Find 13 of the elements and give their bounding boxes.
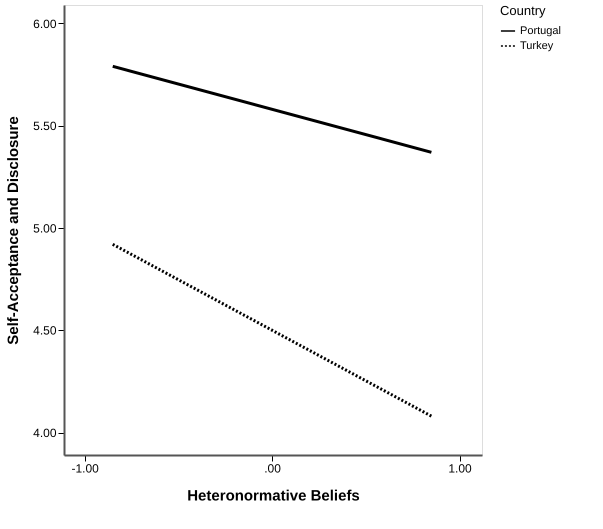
y-tick-label: 6.00 xyxy=(33,16,57,31)
y-tick-label: 5.50 xyxy=(33,119,57,134)
y-axis-title: Self-Acceptance and Disclosure xyxy=(5,116,22,345)
legend-title: Country xyxy=(500,3,546,18)
x-axis-title: Heteronormative Beliefs xyxy=(187,488,360,504)
x-tick-label: .00 xyxy=(264,462,282,476)
x-tick-label: 1.00 xyxy=(448,462,472,476)
x-tick-label: -1.00 xyxy=(71,462,100,476)
y-tick-label: 5.00 xyxy=(33,221,57,236)
y-tick-label: 4.50 xyxy=(33,324,57,338)
legend-label: Turkey xyxy=(520,40,554,52)
legend-label: Portugal xyxy=(520,25,561,37)
y-tick-label: 4.00 xyxy=(33,426,57,440)
